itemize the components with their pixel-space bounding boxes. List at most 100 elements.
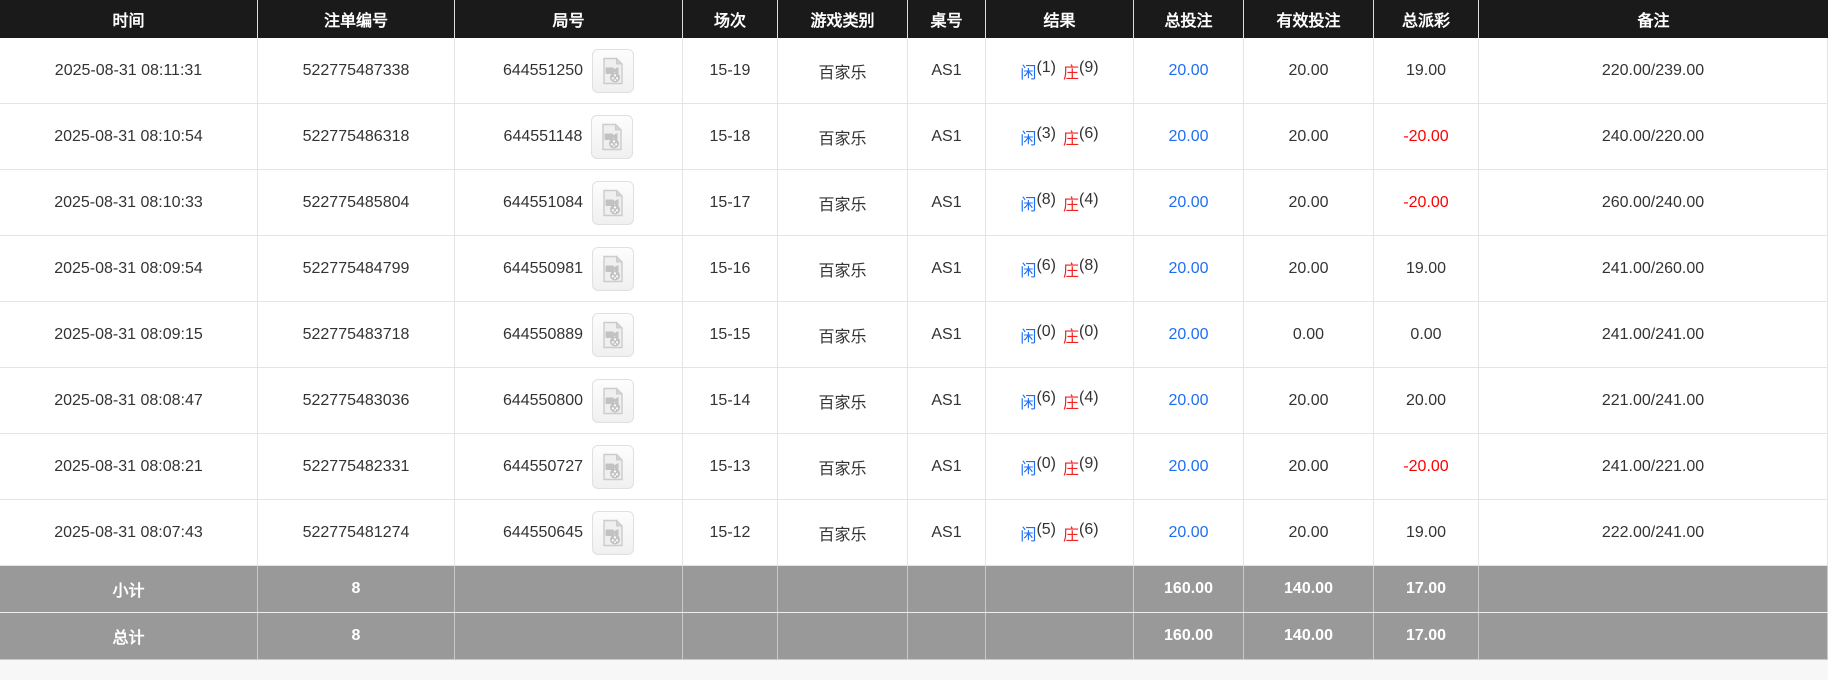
video-replay-button[interactable]	[592, 378, 635, 423]
result-player: 闲 (1)	[1020, 59, 1056, 83]
cell-remark: 260.00/240.00	[1479, 170, 1828, 235]
summary-empty-session	[683, 566, 778, 612]
summary-empty-table-number	[908, 566, 986, 612]
cell-result: 闲 (0) 庄 (0)	[986, 302, 1134, 367]
summary-empty-remark	[1479, 566, 1828, 612]
cell-total-payout: -20.00	[1374, 434, 1479, 499]
cell-total-bet: 20.00	[1134, 368, 1244, 433]
summary-row: 总计 8 160.00 140.00 17.00	[0, 613, 1828, 660]
result-banker-points: (9)	[1079, 454, 1099, 472]
result-banker: 庄 (9)	[1063, 59, 1099, 83]
summary-valid-bet: 140.00	[1244, 613, 1374, 659]
video-replay-button[interactable]	[592, 180, 635, 225]
round-number-text: 644551148	[503, 127, 583, 145]
video-replay-button[interactable]	[592, 510, 635, 555]
video-replay-icon	[603, 254, 624, 282]
cell-total-payout: 20.00	[1374, 368, 1479, 433]
cell-game-type: 百家乐	[778, 170, 908, 235]
cell-valid-bet: 20.00	[1244, 236, 1374, 301]
summary-empty-round	[455, 566, 683, 612]
cell-bet-number: 522775483036	[258, 368, 455, 433]
video-replay-button[interactable]	[592, 48, 635, 93]
cell-table-number: AS1	[908, 170, 986, 235]
cell-table-number: AS1	[908, 236, 986, 301]
cell-total-bet: 20.00	[1134, 236, 1244, 301]
result-banker-points: (4)	[1079, 190, 1099, 208]
cell-remark: 222.00/241.00	[1479, 500, 1828, 565]
cell-remark: 221.00/241.00	[1479, 368, 1828, 433]
result-player-label: 闲	[1020, 130, 1037, 148]
cell-time: 2025-08-31 08:10:33	[0, 170, 258, 235]
cell-table-number: AS1	[908, 500, 986, 565]
cell-result: 闲 (0) 庄 (9)	[986, 434, 1134, 499]
cell-valid-bet: 20.00	[1244, 170, 1374, 235]
video-replay-icon	[603, 452, 624, 480]
cell-session: 15-17	[683, 170, 778, 235]
column-header-session: 场次	[683, 0, 778, 38]
round-number-text: 644550727	[502, 457, 584, 475]
result-banker-label: 庄	[1063, 130, 1080, 148]
result-banker-label: 庄	[1063, 460, 1080, 478]
column-header-time: 时间	[0, 0, 258, 38]
summary-empty-remark	[1479, 613, 1828, 659]
cell-time: 2025-08-31 08:09:15	[0, 302, 258, 367]
result-banker-points: (0)	[1079, 322, 1099, 340]
column-header-total-payout: 总派彩	[1374, 0, 1479, 38]
table-footer: 小计 8 160.00 140.00 17.00 总计 8 160.00 140…	[0, 566, 1828, 660]
cell-remark: 240.00/220.00	[1479, 104, 1828, 169]
cell-time: 2025-08-31 08:08:47	[0, 368, 258, 433]
cell-remark: 241.00/260.00	[1479, 236, 1828, 301]
cell-table-number: AS1	[908, 38, 986, 103]
result-player: 闲 (6)	[1020, 389, 1056, 413]
column-header-remark: 备注	[1637, 13, 1670, 30]
cell-total-bet: 20.00	[1134, 170, 1244, 235]
summary-count: 8	[258, 566, 455, 612]
video-replay-button[interactable]	[592, 444, 635, 489]
summary-label: 总计	[0, 613, 258, 659]
summary-total-bet: 160.00	[1134, 566, 1244, 612]
cell-game-type: 百家乐	[778, 104, 908, 169]
video-replay-button[interactable]	[591, 114, 634, 159]
cell-session: 15-12	[683, 500, 778, 565]
column-header-bet-number: 注单编号	[258, 0, 455, 38]
column-header-table-number: 桌号	[908, 0, 986, 38]
table-body: 2025-08-31 08:11:31 522775487338 6445512…	[0, 38, 1828, 566]
cell-session: 15-18	[683, 104, 778, 169]
cell-session: 15-14	[683, 368, 778, 433]
cell-session: 15-13	[683, 434, 778, 499]
summary-row: 小计 8 160.00 140.00 17.00	[0, 566, 1828, 613]
summary-valid-bet: 140.00	[1244, 566, 1374, 612]
result-player-points: (8)	[1036, 190, 1056, 208]
cell-table-number: AS1	[908, 368, 986, 433]
cell-game-type: 百家乐	[778, 38, 908, 103]
table-row: 2025-08-31 08:10:54 522775486318 6445511…	[0, 104, 1828, 170]
cell-game-type: 百家乐	[778, 236, 908, 301]
summary-label: 小计	[0, 566, 258, 612]
round-number-text: 644551250	[502, 61, 584, 79]
summary-empty-game-type	[778, 566, 908, 612]
cell-total-bet: 20.00	[1134, 434, 1244, 499]
table-row: 2025-08-31 08:10:33 522775485804 6445510…	[0, 170, 1828, 236]
result-player-label: 闲	[1020, 526, 1037, 544]
cell-valid-bet: 20.00	[1244, 368, 1374, 433]
cell-game-type: 百家乐	[778, 434, 908, 499]
result-player-label: 闲	[1020, 64, 1037, 82]
video-replay-button[interactable]	[592, 246, 635, 291]
cell-session: 15-16	[683, 236, 778, 301]
cell-round-number: 644550981	[455, 236, 683, 301]
result-player: 闲 (6)	[1020, 257, 1056, 281]
cell-round-number: 644550800	[455, 368, 683, 433]
cell-total-bet: 20.00	[1134, 104, 1244, 169]
round-number-text: 644550889	[502, 325, 584, 343]
cell-round-number: 644551084	[455, 170, 683, 235]
cell-round-number: 644550889	[455, 302, 683, 367]
cell-total-bet: 20.00	[1134, 38, 1244, 103]
round-number-text: 644550981	[502, 259, 584, 277]
video-replay-icon	[603, 386, 624, 414]
result-banker-points: (6)	[1079, 124, 1099, 142]
result-player-points: (5)	[1036, 520, 1056, 538]
result-banker-label: 庄	[1063, 196, 1080, 214]
result-banker-points: (4)	[1079, 388, 1099, 406]
video-replay-button[interactable]	[592, 312, 635, 357]
cell-valid-bet: 20.00	[1244, 38, 1374, 103]
